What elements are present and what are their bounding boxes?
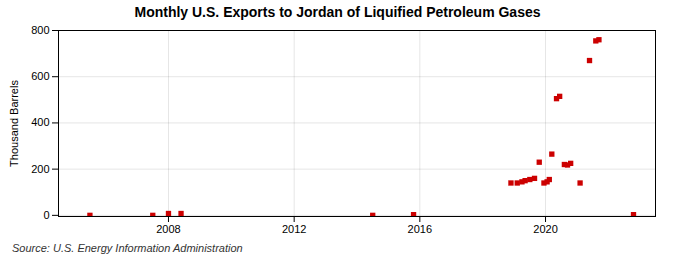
svg-text:400: 400 xyxy=(31,116,49,128)
svg-text:2016: 2016 xyxy=(408,223,432,235)
svg-text:0: 0 xyxy=(43,209,49,221)
html-text:Monthly U.S. Exports to Jordan: Monthly U.S. Exports to Jordan of Liquif… xyxy=(134,4,541,20)
svg-text:2012: 2012 xyxy=(282,223,306,235)
svg-text:2008: 2008 xyxy=(156,223,180,235)
svg-text:2020: 2020 xyxy=(533,223,557,235)
svg-text:Thousand Barrels: Thousand Barrels xyxy=(8,80,20,167)
svg-text:800: 800 xyxy=(31,24,49,36)
html-text:Source: U.S. Energy Informatio: Source: U.S. Energy Information Administ… xyxy=(12,242,243,254)
svg-text:600: 600 xyxy=(31,70,49,82)
svg-text:200: 200 xyxy=(31,163,49,175)
